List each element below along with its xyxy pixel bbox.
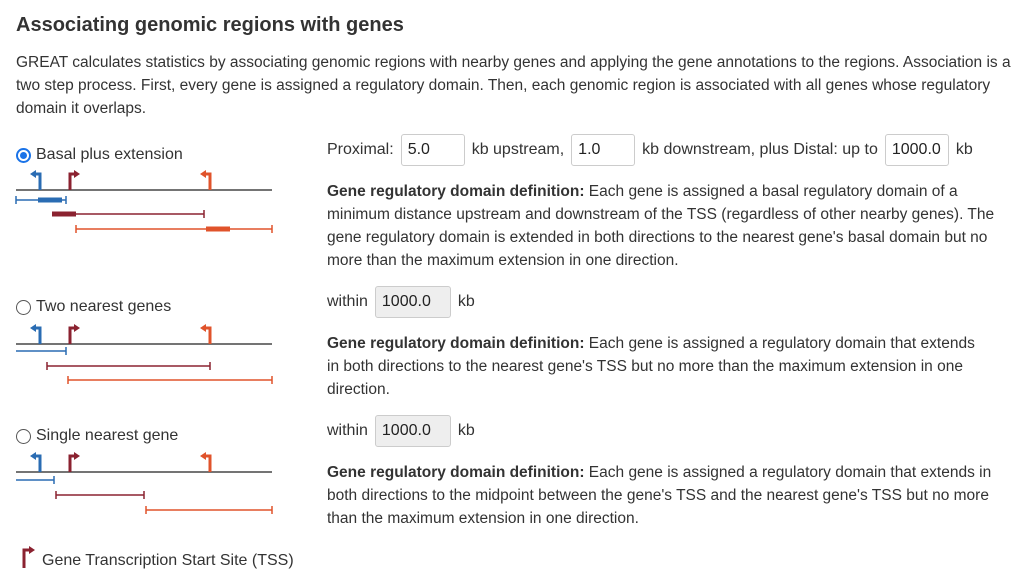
within-label: within [327, 293, 368, 310]
basal-definition: Gene regulatory domain definition: Each … [327, 180, 1019, 272]
within-label: within [327, 422, 368, 439]
intro-paragraph: GREAT calculates statistics by associati… [16, 54, 1011, 117]
option-two-nearest-genes[interactable]: Two nearest genes [16, 298, 171, 316]
option-label: Single nearest gene [36, 427, 179, 444]
single-nearest-diagram [16, 452, 273, 514]
definition-label: Gene regulatory domain definition: [327, 335, 585, 352]
domain-gene3 [75, 225, 273, 233]
radio-two-nearest-genes[interactable] [16, 299, 31, 315]
single-nearest-distance-input[interactable] [374, 415, 451, 447]
domain-gene1 [16, 347, 67, 355]
tss-arrow-icon-gene2 [68, 170, 80, 190]
domain-gene2 [55, 491, 145, 499]
downstream-unit: kb downstream, plus Distal: up to [642, 141, 878, 158]
proximal-label: Proximal: [327, 141, 394, 158]
two-nearest-params-row: within kb [327, 286, 475, 318]
kb-unit: kb [457, 422, 475, 439]
domain-gene1 [16, 476, 55, 484]
two-nearest-definition: Gene regulatory domain definition: Each … [327, 332, 987, 401]
option-label: Basal plus extension [36, 146, 183, 163]
domain-gene1 [15, 196, 67, 204]
kb-unit: kb [457, 293, 475, 310]
distal-input[interactable] [884, 134, 949, 166]
tss-arrow-icon-gene2 [68, 452, 80, 472]
tss-arrow-icon-gene3 [200, 324, 212, 344]
domain-gene2 [52, 210, 205, 218]
page-title: Associating genomic regions with genes [16, 14, 404, 36]
definition-text: Each gene is assigned a regulatory domai… [327, 464, 992, 527]
definition-text: Each gene is assigned a basal regulatory… [327, 183, 995, 269]
tss-arrow-icon-gene1 [30, 170, 42, 190]
domain-gene2 [46, 362, 211, 370]
option-single-nearest-gene[interactable]: Single nearest gene [16, 427, 178, 445]
tss-legend: Gene Transcription Start Site (TSS) [20, 544, 294, 570]
downstream-input[interactable] [571, 134, 636, 166]
tss-arrow-icon [22, 546, 35, 568]
tss-arrow-icon-gene1 [30, 452, 42, 472]
two-nearest-diagram [16, 324, 273, 384]
single-nearest-definition: Gene regulatory domain definition: Each … [327, 461, 1017, 530]
option-label: Two nearest genes [36, 298, 172, 315]
domain-gene3 [145, 506, 273, 514]
definition-label: Gene regulatory domain definition: [327, 464, 585, 481]
tss-arrow-icon-gene3 [200, 452, 212, 472]
radio-single-nearest-gene[interactable] [16, 428, 31, 444]
tss-arrow-icon-gene3 [200, 170, 212, 190]
definition-label: Gene regulatory domain definition: [327, 183, 585, 200]
upstream-unit: kb upstream, [471, 141, 565, 158]
definition-text: Each gene is assigned a regulatory domai… [327, 335, 975, 398]
domain-gene3 [67, 376, 273, 384]
tss-arrow-icon-gene1 [30, 324, 42, 344]
upstream-input[interactable] [400, 134, 465, 166]
legend-label: Gene Transcription Start Site (TSS) [42, 552, 294, 569]
two-nearest-distance-input[interactable] [374, 286, 451, 318]
distal-unit: kb [955, 141, 973, 158]
basal-params-row: Proximal: kb upstream, kb downstream, pl… [327, 134, 973, 166]
single-nearest-params-row: within kb [327, 415, 475, 447]
basal-extension-diagram [15, 170, 273, 233]
option-basal-plus-extension[interactable]: Basal plus extension [16, 146, 183, 164]
radio-basal-plus-extension[interactable] [16, 147, 31, 163]
tss-arrow-icon-gene2 [68, 324, 80, 344]
